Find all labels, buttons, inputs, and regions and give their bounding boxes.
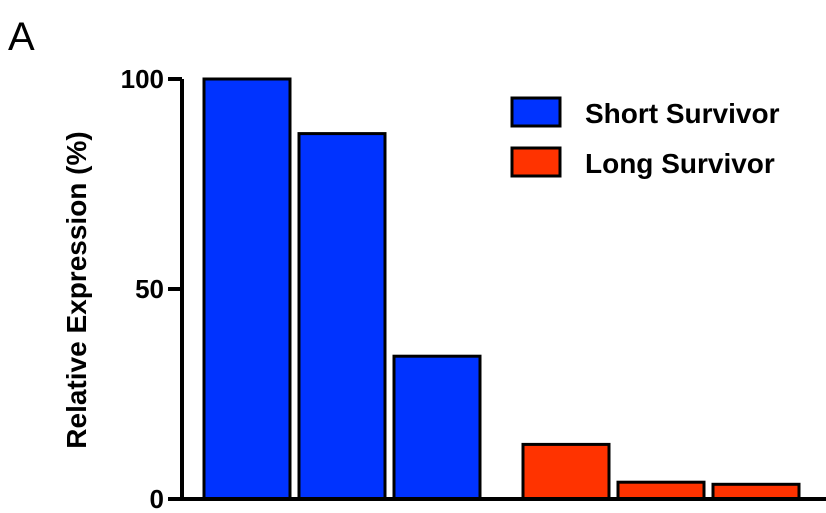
legend-label: Long Survivor <box>585 148 775 179</box>
y-tick-label: 50 <box>135 274 164 304</box>
y-axis-title: Relative Expression (%) <box>61 131 92 448</box>
bar-long-survivor-3 <box>711 482 801 501</box>
bar-short-survivor-2 <box>297 132 387 501</box>
legend: Short Survivor Long Survivor <box>510 96 780 179</box>
bar-long-survivor-2 <box>616 480 706 501</box>
plot-area <box>202 77 801 501</box>
bar-short-survivor-1 <box>202 77 292 501</box>
y-axis: 0 50 100 <box>121 64 826 513</box>
y-tick-label: 0 <box>150 484 164 513</box>
legend-label: Short Survivor <box>585 98 780 129</box>
panel-label: A <box>8 15 35 59</box>
legend-swatch <box>510 146 562 178</box>
bar-short-survivor-3 <box>392 354 482 501</box>
bar-long-survivor-1 <box>521 442 611 501</box>
y-tick-label: 100 <box>121 64 164 94</box>
legend-swatch <box>510 96 562 128</box>
